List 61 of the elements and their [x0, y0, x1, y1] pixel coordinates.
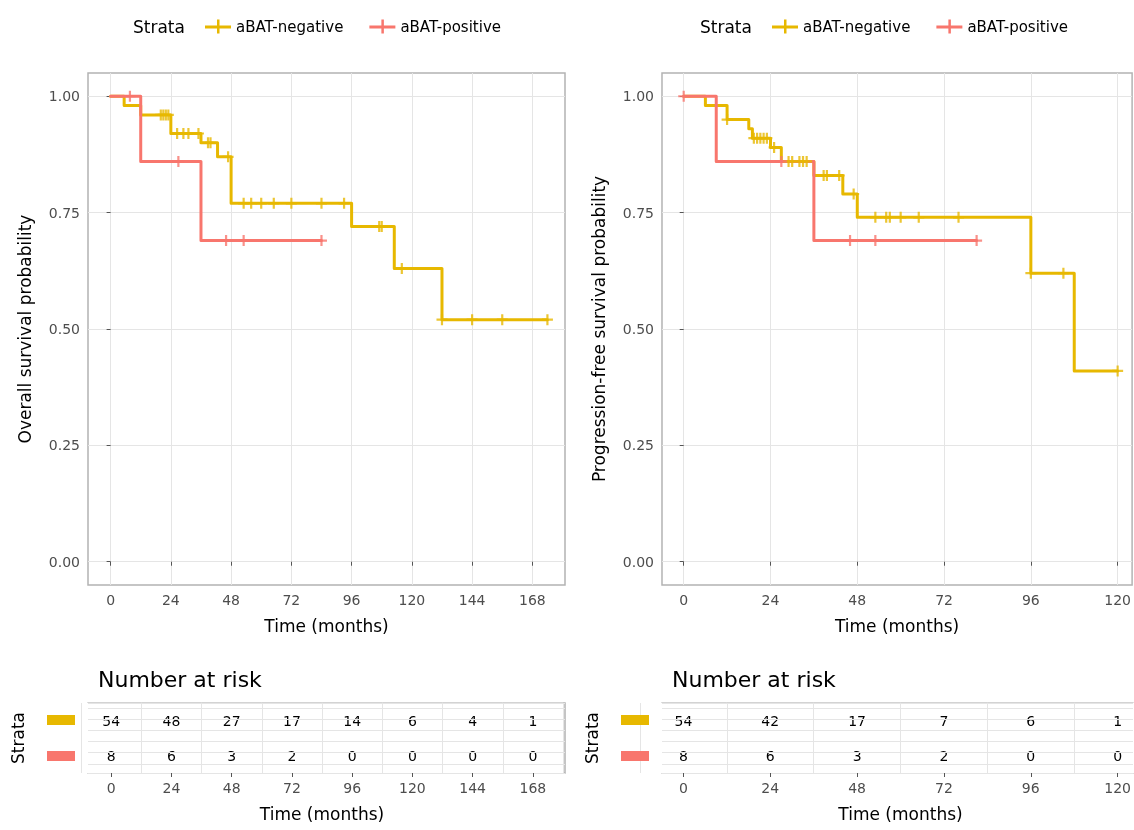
legend-label: aBAT-negative — [803, 17, 911, 36]
x-tick-label: 0 — [106, 592, 116, 608]
x-axis-title: Time (months) — [263, 615, 389, 636]
y-tick-label: 0.25 — [48, 437, 80, 454]
y-axis-title: Progression-free survival probability — [588, 175, 609, 483]
chart-title: Number at risk — [672, 666, 837, 692]
x-tick-label: 48 — [222, 780, 241, 796]
x-tick-label: 0 — [679, 592, 689, 608]
chart-title: Number at risk — [98, 666, 263, 692]
y-tick-label: 0.00 — [622, 553, 654, 570]
x-tick-label: 96 — [342, 592, 361, 608]
x-tick-label: 48 — [848, 592, 867, 608]
y-tick-label: 0.50 — [622, 321, 654, 337]
x-tick-label: 24 — [162, 780, 181, 796]
x-tick-label: 48 — [222, 592, 241, 608]
data-label: 27 — [222, 712, 241, 729]
legend-title: Strata — [700, 16, 752, 37]
x-tick-label: 72 — [282, 780, 301, 796]
x-tick-label: 72 — [282, 592, 301, 608]
y-tick-label: 0.75 — [48, 204, 80, 221]
x-tick-label: 168 — [519, 592, 546, 608]
y-tick-label: 0.00 — [48, 553, 80, 570]
x-tick-label: 96 — [1021, 780, 1040, 796]
data-label: 3 — [227, 747, 237, 764]
x-tick-label: 120 — [1104, 592, 1132, 608]
x-tick-label: 96 — [1021, 592, 1040, 608]
y-tick-label: 0.50 — [48, 321, 80, 337]
x-tick-label: 96 — [343, 780, 362, 796]
x-tick-label: 0 — [678, 780, 688, 796]
point — [953, 211, 965, 223]
y-tick-label: 1.00 — [48, 88, 80, 105]
x-tick-label: 120 — [398, 592, 426, 608]
point — [801, 155, 813, 167]
x-tick-label: 168 — [519, 780, 547, 796]
x-tick-label: 120 — [1104, 780, 1131, 796]
legend-label: aBAT-positive — [400, 17, 502, 36]
legend-title: Strata — [133, 16, 185, 37]
point — [541, 314, 553, 326]
y-tick-label: 0.75 — [622, 204, 654, 221]
x-axis-title: Time (months) — [837, 803, 963, 824]
y-tick-label: 0.25 — [622, 437, 654, 454]
x-tick-label: 144 — [458, 592, 486, 608]
y-axis-title: Strata — [7, 712, 28, 764]
x-tick-label: 24 — [761, 592, 780, 608]
y-tick-label: 1.00 — [622, 88, 654, 105]
x-tick-label: 72 — [935, 780, 953, 796]
x-tick-label: 24 — [161, 592, 180, 608]
x-tick-label: 120 — [399, 780, 426, 796]
point — [315, 197, 327, 209]
y-axis-title: Strata — [581, 712, 602, 764]
x-tick-label: 72 — [935, 592, 953, 608]
x-tick-label: 0 — [106, 780, 116, 796]
x-tick-label: 24 — [761, 780, 780, 796]
legend-label: aBAT-positive — [967, 17, 1069, 36]
data-label: 1 — [528, 712, 538, 729]
x-tick-label: 144 — [459, 780, 487, 796]
x-axis-title: Time (months) — [833, 615, 960, 636]
x-tick-label: 48 — [848, 780, 866, 796]
legend-label: aBAT-negative — [236, 17, 344, 36]
x-axis-title: Time (months) — [258, 803, 385, 824]
y-axis-title: Overall survival probability — [14, 214, 35, 444]
